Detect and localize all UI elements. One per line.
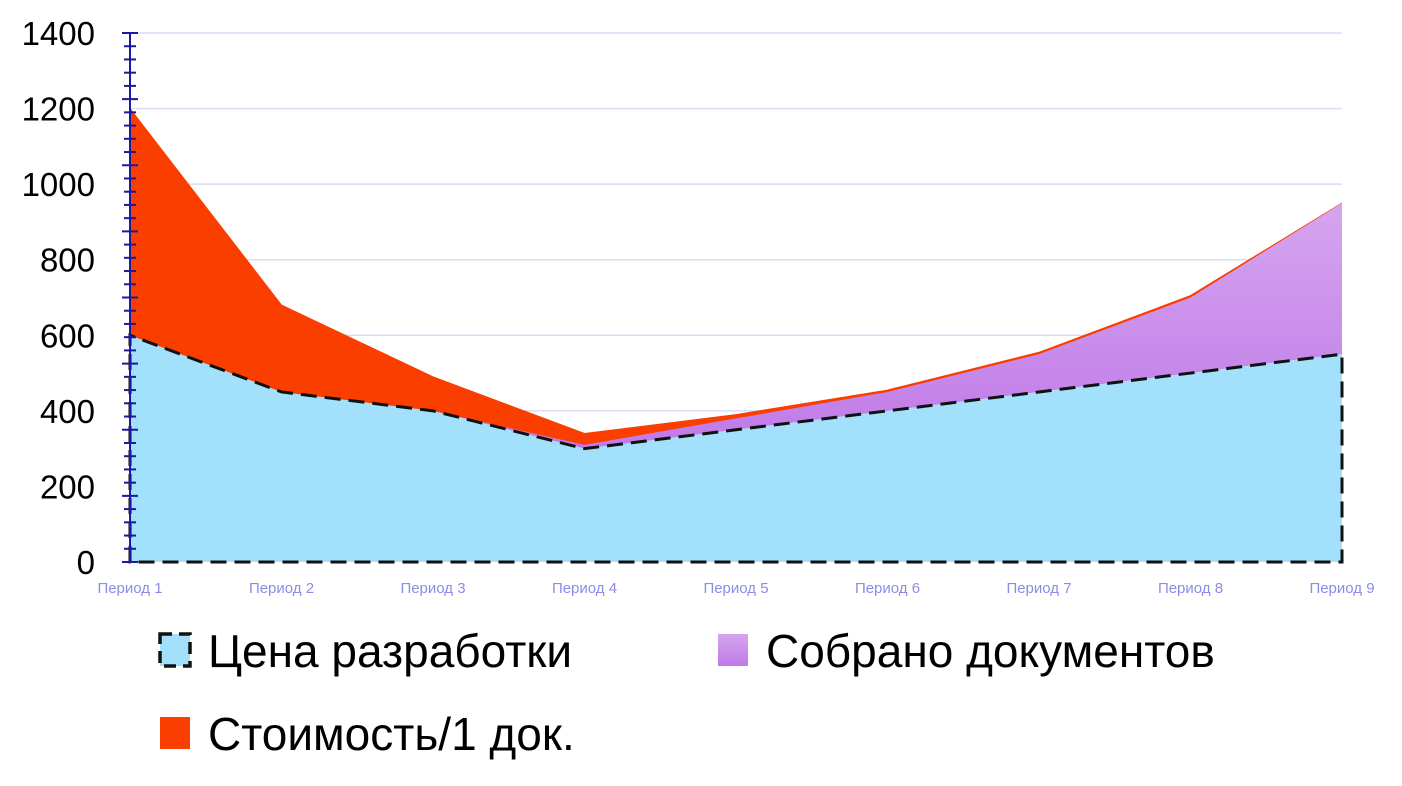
- area-series: [128, 107, 1344, 564]
- x-tick-label: Период 4: [552, 580, 617, 597]
- x-tick-label: Период 9: [1309, 580, 1374, 597]
- legend-swatch: [160, 717, 190, 749]
- y-axis: [122, 32, 138, 563]
- series-outline-dev-price: [128, 333, 1344, 564]
- y-tick-label: 600: [40, 317, 95, 354]
- series-area-documents: [130, 203, 1342, 449]
- y-tick-labels: 0 200 400 600 800 1000 1200 1400: [22, 15, 95, 581]
- legend-swatch: [718, 634, 748, 666]
- x-tick-label: Период 5: [703, 580, 768, 597]
- legend-label: Собрано документов: [766, 625, 1215, 677]
- legend-swatch-border: [158, 632, 192, 668]
- y-tick-label: 1400: [22, 15, 95, 52]
- x-tick-label: Период 2: [249, 580, 314, 597]
- y-tick-label: 0: [77, 544, 95, 581]
- legend-label: Цена разработки: [208, 625, 572, 677]
- legend-item-dev-price: Цена разработки: [158, 625, 572, 677]
- x-tick-labels: Период 1 Период 2 Период 3 Период 4 Период 5…: [97, 580, 1374, 597]
- legend-item-cost-per-doc: Стоимость/1 док.: [160, 708, 575, 760]
- x-tick-label: Период 8: [1158, 580, 1223, 597]
- legend-label: Стоимость/1 док.: [208, 708, 575, 760]
- legend-swatch: [160, 634, 190, 666]
- y-tick-label: 800: [40, 242, 95, 279]
- y-tick-label: 400: [40, 393, 95, 430]
- x-tick-label: Период 1: [97, 580, 162, 597]
- legend: Цена разработки Собрано документов Стоимос…: [158, 625, 1215, 760]
- x-tick-label: Период 7: [1006, 580, 1071, 597]
- x-tick-label: Период 3: [400, 580, 465, 597]
- legend-item-documents: Собрано документов: [718, 625, 1215, 677]
- x-tick-label: Период 6: [855, 580, 920, 597]
- y-tick-label: 1000: [22, 166, 95, 203]
- y-tick-label: 1200: [22, 91, 95, 128]
- y-tick-label: 200: [40, 468, 95, 505]
